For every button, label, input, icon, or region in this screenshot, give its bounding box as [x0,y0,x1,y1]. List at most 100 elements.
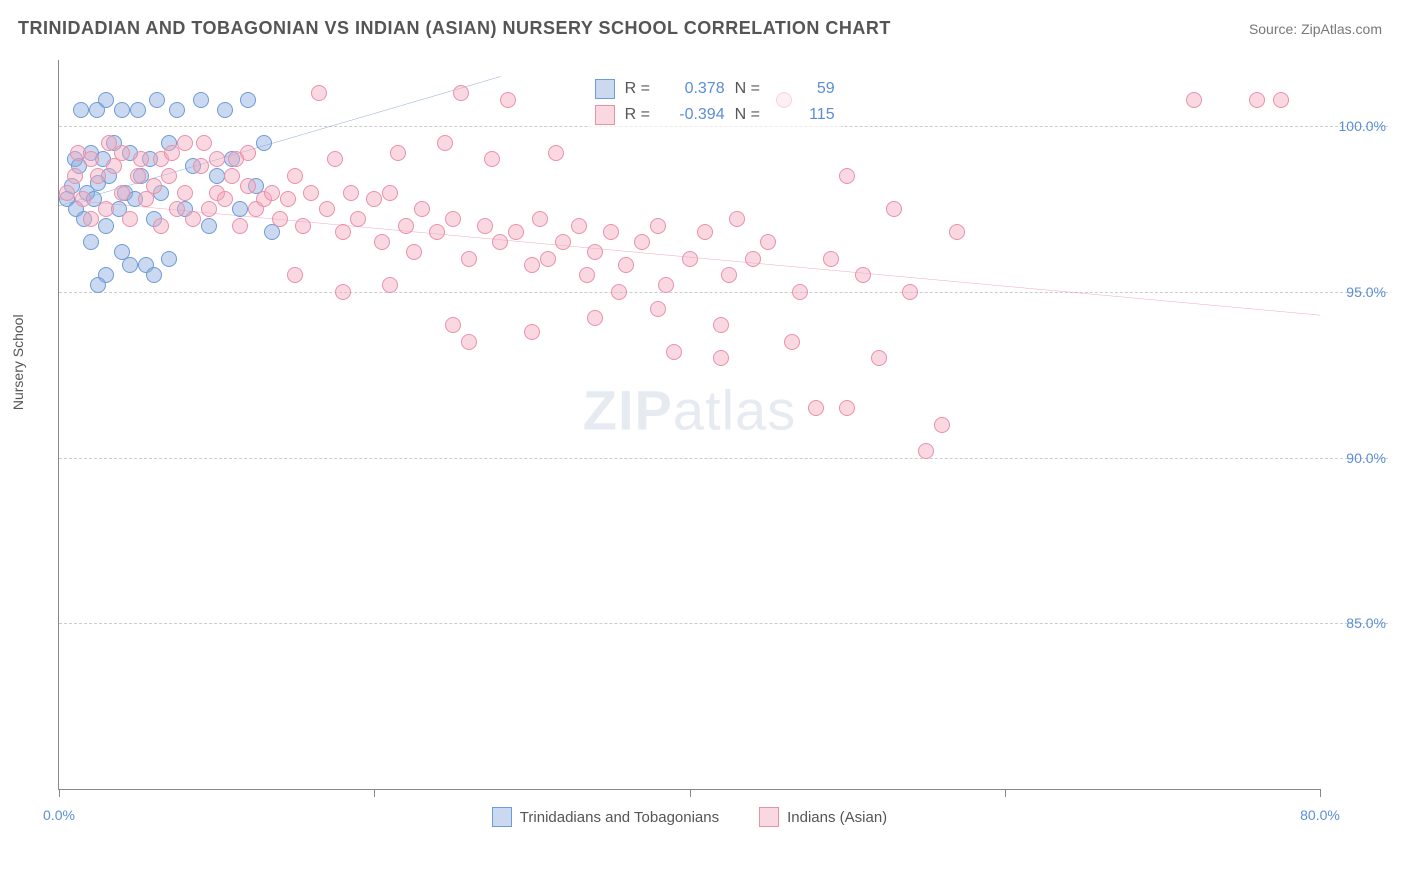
scatter-point [886,201,902,217]
legend-label: Trinidadians and Tobagonians [520,809,719,826]
legend: Trinidadians and Tobagonians Indians (Asi… [59,807,1320,827]
scatter-point [83,234,99,250]
scatter-point [272,211,288,227]
scatter-point [540,251,556,267]
x-tick [690,789,691,797]
scatter-point [335,224,351,240]
stat-n-value: 115 [775,106,835,124]
scatter-point [256,135,272,151]
scatter-point [406,244,422,260]
scatter-point [193,158,209,174]
scatter-point [839,400,855,416]
scatter-point [70,145,86,161]
scatter-point [287,267,303,283]
scatter-point [603,224,619,240]
stat-r-value: 0.378 [665,80,725,98]
y-tick-label: 100.0% [1339,118,1388,134]
scatter-point [721,267,737,283]
x-tick [1005,789,1006,797]
legend-item: Indians (Asian) [759,807,887,827]
scatter-point [164,145,180,161]
scatter-point [280,191,296,207]
trend-lines [59,60,1320,789]
scatter-point [114,185,130,201]
scatter-point [240,178,256,194]
scatter-point [161,251,177,267]
y-axis-label: Nursery School [10,314,26,410]
scatter-point [133,151,149,167]
x-tick [59,789,60,797]
scatter-point [146,267,162,283]
scatter-point [209,168,225,184]
scatter-point [524,257,540,273]
scatter-point [855,267,871,283]
stats-row: R =-0.394N =115 [595,102,835,128]
scatter-point [224,168,240,184]
scatter-point [232,201,248,217]
scatter-point [303,185,319,201]
scatter-point [185,211,201,227]
scatter-point [67,168,83,184]
scatter-point [634,234,650,250]
scatter-point [429,224,445,240]
scatter-point [760,234,776,250]
scatter-point [311,85,327,101]
x-tick [1320,789,1321,797]
chart-container: Nursery School ZIPatlas 85.0%90.0%95.0%1… [30,50,1390,850]
scatter-point [295,218,311,234]
y-tick-label: 95.0% [1346,284,1388,300]
stats-box: R =0.378N =59R =-0.394N =115 [589,72,841,132]
stats-row: R =0.378N =59 [595,76,835,102]
scatter-point [90,277,106,293]
scatter-point [1273,92,1289,108]
scatter-point [59,185,75,201]
scatter-point [650,301,666,317]
stat-r-label: R = [625,80,655,98]
scatter-point [201,201,217,217]
stat-r-value: -0.394 [665,106,725,124]
scatter-point [508,224,524,240]
plot-area: ZIPatlas 85.0%90.0%95.0%100.0%0.0%80.0%R… [58,60,1320,790]
scatter-point [784,334,800,350]
scatter-point [658,277,674,293]
scatter-point [73,102,89,118]
scatter-point [414,201,430,217]
stat-n-value: 59 [775,80,835,98]
scatter-point [666,344,682,360]
scatter-point [232,218,248,234]
scatter-point [524,324,540,340]
x-tick [374,789,375,797]
scatter-point [398,218,414,234]
stat-r-label: R = [625,106,655,124]
scatter-point [461,251,477,267]
scatter-point [374,234,390,250]
scatter-point [335,284,351,300]
scatter-point [792,284,808,300]
scatter-point [149,92,165,108]
y-tick-label: 90.0% [1346,450,1388,466]
scatter-point [264,185,280,201]
scatter-point [130,168,146,184]
legend-swatch [595,79,615,99]
scatter-point [484,151,500,167]
scatter-point [201,218,217,234]
scatter-point [193,92,209,108]
scatter-point [713,350,729,366]
scatter-point [1249,92,1265,108]
scatter-point [169,102,185,118]
scatter-point [713,317,729,333]
legend-item: Trinidadians and Tobagonians [492,807,719,827]
scatter-point [98,201,114,217]
scatter-point [492,234,508,250]
scatter-point [548,145,564,161]
scatter-point [319,201,335,217]
scatter-point [240,92,256,108]
source-label: Source: ZipAtlas.com [1249,21,1382,37]
legend-label: Indians (Asian) [787,809,887,826]
scatter-point [169,201,185,217]
scatter-point [532,211,548,227]
scatter-point [579,267,595,283]
legend-swatch [595,105,615,125]
scatter-point [382,185,398,201]
scatter-point [618,257,634,273]
